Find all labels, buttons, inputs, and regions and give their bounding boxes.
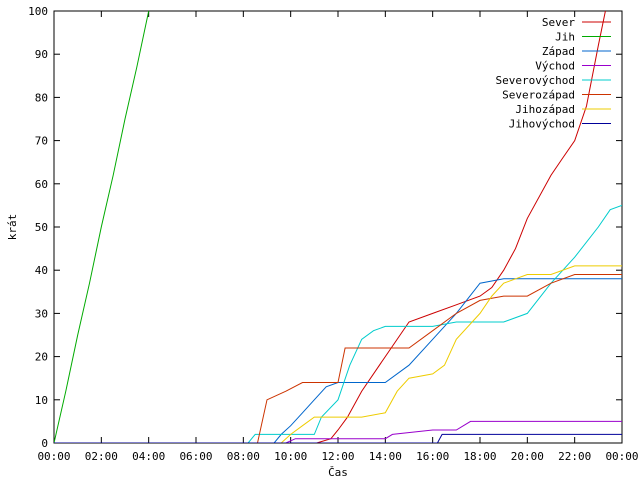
x-tick-label: 04:00 bbox=[132, 450, 165, 463]
legend-label: Jih bbox=[555, 31, 575, 44]
y-tick-label: 30 bbox=[35, 307, 48, 320]
y-tick-label: 20 bbox=[35, 351, 48, 364]
y-tick-label: 90 bbox=[35, 48, 48, 61]
legend-label: Sever bbox=[542, 16, 575, 29]
legend-label: Severovýchod bbox=[496, 74, 575, 87]
y-tick-label: 100 bbox=[28, 5, 48, 18]
series-line-2 bbox=[54, 278, 622, 443]
series-line-1 bbox=[54, 11, 150, 443]
series-line-0 bbox=[54, 11, 606, 443]
x-tick-label: 00:00 bbox=[605, 450, 638, 463]
x-tick-label: 14:00 bbox=[369, 450, 402, 463]
x-tick-label: 18:00 bbox=[463, 450, 496, 463]
y-tick-label: 40 bbox=[35, 264, 48, 277]
x-tick-label: 22:00 bbox=[558, 450, 591, 463]
x-axis-title: Čas bbox=[328, 466, 348, 479]
y-axis-ticks: 0 10 20 30 40 50 60 70 80 90 100 bbox=[28, 5, 622, 450]
series-line-4 bbox=[54, 204, 622, 443]
x-tick-label: 10:00 bbox=[274, 450, 307, 463]
x-tick-label: 12:00 bbox=[321, 450, 354, 463]
x-tick-label: 08:00 bbox=[227, 450, 260, 463]
y-tick-label: 10 bbox=[35, 394, 48, 407]
legend-label: Jihozápad bbox=[515, 103, 575, 116]
series-lines bbox=[54, 11, 622, 443]
y-axis-title: krát bbox=[6, 214, 19, 241]
legend-label: Jihovýchod bbox=[509, 118, 575, 131]
x-tick-label: 06:00 bbox=[179, 450, 212, 463]
y-tick-label: 0 bbox=[41, 437, 48, 450]
y-tick-label: 60 bbox=[35, 178, 48, 191]
legend-label: Západ bbox=[542, 45, 575, 58]
series-line-6 bbox=[54, 265, 622, 443]
series-line-5 bbox=[54, 274, 622, 443]
y-tick-label: 50 bbox=[35, 221, 48, 234]
x-tick-label: 00:00 bbox=[37, 450, 70, 463]
y-tick-label: 70 bbox=[35, 135, 48, 148]
series-line-3 bbox=[54, 420, 622, 443]
y-tick-label: 80 bbox=[35, 91, 48, 104]
series-line-7 bbox=[54, 433, 622, 443]
x-tick-label: 02:00 bbox=[85, 450, 118, 463]
legend-label: Severozápad bbox=[502, 89, 575, 102]
x-axis-ticks: 00:00 02:00 04:00 06:00 08:00 10:00 12:00 14:00… bbox=[37, 11, 639, 463]
x-tick-label: 16:00 bbox=[416, 450, 449, 463]
legend-label: Východ bbox=[535, 60, 575, 73]
x-tick-label: 20:00 bbox=[511, 450, 544, 463]
